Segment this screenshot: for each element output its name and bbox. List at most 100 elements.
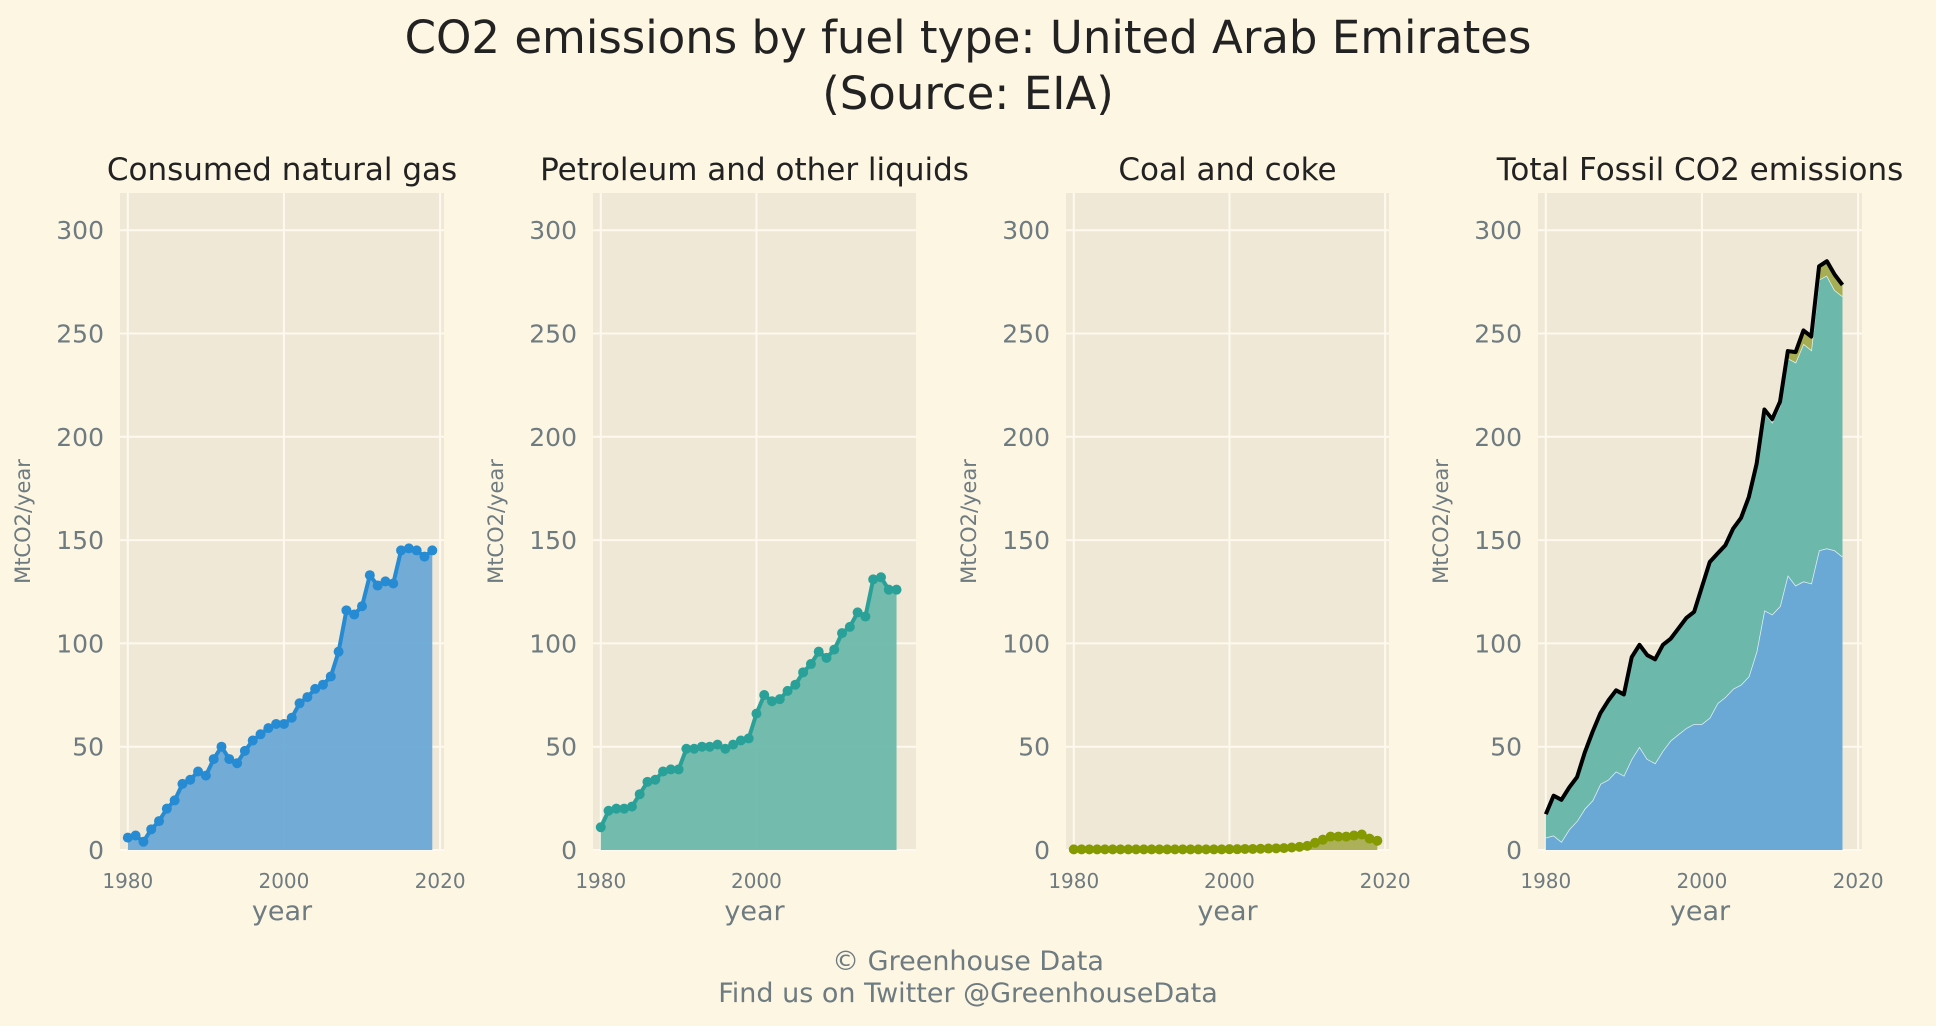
data-point xyxy=(325,671,336,682)
data-point xyxy=(611,803,622,814)
data-point xyxy=(868,574,879,585)
x-axis-label: year xyxy=(724,896,785,927)
y-tick-label: 50 xyxy=(72,733,104,762)
data-point xyxy=(372,580,383,591)
data-point xyxy=(665,764,676,775)
x-tick-label: 2000 xyxy=(1676,869,1727,893)
x-tick-label: 2020 xyxy=(1833,869,1884,893)
data-point xyxy=(1310,837,1321,848)
data-point xyxy=(146,824,157,835)
data-point xyxy=(1247,843,1258,854)
data-point xyxy=(813,646,824,657)
data-point xyxy=(704,741,715,752)
y-tick-label: 50 xyxy=(1018,733,1050,762)
data-point xyxy=(1271,843,1282,854)
data-point xyxy=(169,795,180,806)
data-point xyxy=(130,830,141,841)
data-point xyxy=(255,729,266,740)
data-point xyxy=(208,754,219,765)
data-point xyxy=(1341,831,1352,842)
data-point xyxy=(317,679,328,690)
y-tick-label: 300 xyxy=(56,216,104,245)
data-point xyxy=(1372,835,1383,846)
y-tick-label: 0 xyxy=(1506,836,1522,865)
y-tick-label: 150 xyxy=(56,526,104,555)
data-point xyxy=(411,545,422,556)
y-tick-label: 50 xyxy=(545,733,577,762)
y-tick-label: 100 xyxy=(1002,629,1050,658)
data-point xyxy=(1068,844,1079,855)
data-point xyxy=(1364,833,1375,844)
data-point xyxy=(388,578,399,589)
y-tick-label: 200 xyxy=(1474,423,1522,452)
data-point xyxy=(774,694,785,705)
y-tick-label: 100 xyxy=(1474,629,1522,658)
data-point xyxy=(844,621,855,632)
chart-title: CO2 emissions by fuel type: United Arab … xyxy=(404,11,1532,64)
chart-panel-3: Coal and coke 0 50 100 150 200 250 300 1980 2000 2… xyxy=(957,152,1411,927)
data-point xyxy=(790,679,801,690)
data-point xyxy=(1123,844,1134,855)
y-tick-label: 250 xyxy=(529,319,577,348)
y-tick-label: 300 xyxy=(529,216,577,245)
data-point xyxy=(767,696,778,707)
data-point xyxy=(805,659,816,670)
data-point xyxy=(673,764,684,775)
data-point xyxy=(681,743,692,754)
y-tick-label: 0 xyxy=(561,836,577,865)
data-point xyxy=(177,778,188,789)
y-tick-label: 150 xyxy=(1474,526,1522,555)
stacked-area-layer xyxy=(1545,548,1843,850)
data-point xyxy=(1107,844,1118,855)
data-point xyxy=(247,735,258,746)
data-point xyxy=(1263,843,1274,854)
data-point xyxy=(138,836,149,847)
y-tick-label: 200 xyxy=(529,423,577,452)
data-point xyxy=(1099,844,1110,855)
data-point xyxy=(712,739,723,750)
y-tick-label: 50 xyxy=(1490,733,1522,762)
x-tick-label: 2000 xyxy=(731,869,782,893)
data-point xyxy=(271,718,282,729)
data-point xyxy=(1356,829,1367,840)
data-point xyxy=(720,743,731,754)
y-tick-label: 100 xyxy=(529,629,577,658)
data-point xyxy=(1138,844,1149,855)
data-point xyxy=(735,735,746,746)
panel-title: Consumed natural gas xyxy=(107,152,457,188)
data-point xyxy=(821,652,832,663)
data-point xyxy=(1317,834,1328,845)
data-point xyxy=(122,832,133,843)
y-tick-label: 250 xyxy=(56,319,104,348)
data-point xyxy=(263,723,274,734)
data-point xyxy=(650,774,661,785)
x-tick-label: 1980 xyxy=(1048,869,1099,893)
data-point xyxy=(380,576,391,587)
data-point xyxy=(185,774,196,785)
data-point xyxy=(782,685,793,696)
data-point xyxy=(419,551,430,562)
x-tick-label: 1980 xyxy=(1520,869,1571,893)
y-axis-label: MtCO2/year xyxy=(11,459,35,584)
y-tick-label: 250 xyxy=(1474,319,1522,348)
data-point xyxy=(278,718,289,729)
x-tick-label: 2020 xyxy=(415,869,466,893)
data-point xyxy=(875,572,886,583)
data-point xyxy=(154,816,165,827)
data-point xyxy=(1294,841,1305,852)
data-point xyxy=(1255,843,1266,854)
y-axis-label: MtCO2/year xyxy=(957,459,981,584)
data-point xyxy=(1286,842,1297,853)
data-point xyxy=(239,745,250,756)
data-point xyxy=(1092,844,1103,855)
panel-title: Total Fossil CO2 emissions xyxy=(1496,152,1904,188)
data-point xyxy=(743,733,754,744)
data-point xyxy=(1084,844,1095,855)
y-tick-label: 250 xyxy=(1002,319,1050,348)
data-point xyxy=(891,584,902,595)
data-point xyxy=(161,803,172,814)
data-point xyxy=(658,766,669,777)
data-point xyxy=(364,570,375,581)
data-point xyxy=(1216,844,1227,855)
